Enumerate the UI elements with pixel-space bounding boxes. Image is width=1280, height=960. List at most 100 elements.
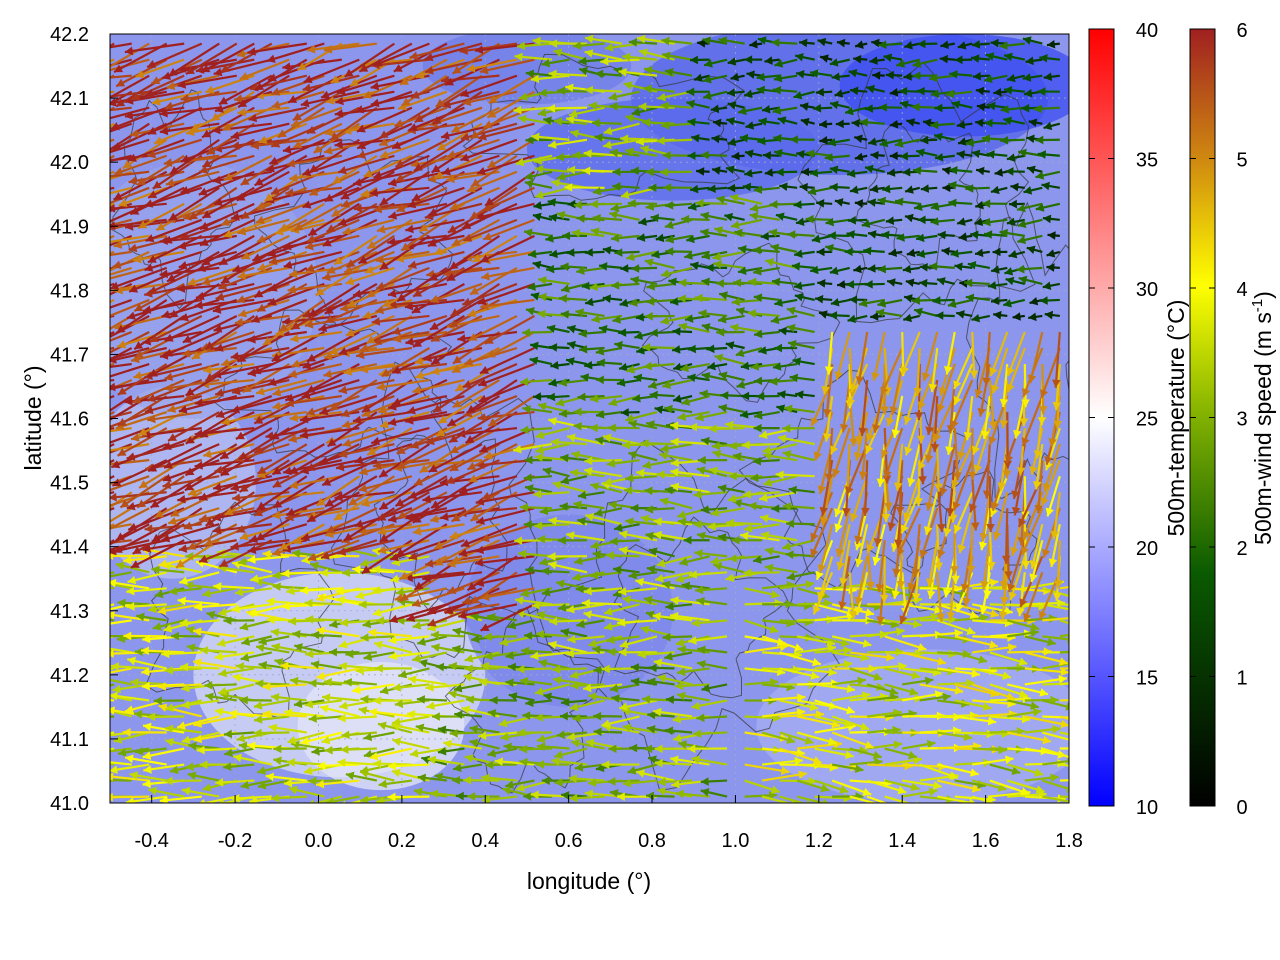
wind-arrow bbox=[786, 519, 815, 529]
wind-arrow bbox=[675, 789, 710, 799]
wind-arrow bbox=[622, 595, 658, 606]
wind-arrow bbox=[831, 715, 870, 731]
wind-arrow bbox=[257, 779, 290, 790]
wind-arrow bbox=[753, 555, 780, 564]
wind-arrow bbox=[1059, 699, 1069, 702]
wind-arrow bbox=[475, 539, 535, 555]
wind-arrow bbox=[199, 795, 237, 803]
wind-arrow bbox=[514, 536, 552, 545]
wind-arrow bbox=[1007, 731, 1052, 745]
wind-arrow bbox=[989, 763, 1021, 775]
wind-arrow bbox=[740, 531, 780, 542]
wind-arrow bbox=[619, 635, 658, 649]
wind-arrow bbox=[665, 695, 693, 704]
wind-arrow bbox=[481, 795, 518, 803]
wind-arrow bbox=[115, 561, 150, 574]
wind-arrow bbox=[569, 699, 605, 711]
wind-arrow bbox=[1042, 603, 1069, 611]
wind-arrow bbox=[854, 572, 869, 616]
wind-arrow bbox=[300, 731, 343, 746]
wind-arrow bbox=[1007, 707, 1042, 718]
wind-arrow bbox=[657, 674, 693, 686]
wind-arrow bbox=[321, 693, 360, 702]
wind-arrow bbox=[395, 523, 448, 558]
wind-arrow bbox=[427, 587, 483, 615]
wind-arrow bbox=[255, 679, 290, 688]
wind-arrow bbox=[676, 691, 710, 702]
wind-arrow bbox=[110, 763, 150, 774]
wind-arrow bbox=[1059, 667, 1069, 670]
wind-arrow bbox=[556, 730, 588, 740]
wind-arrow bbox=[110, 58, 115, 63]
wind-arrow bbox=[552, 665, 588, 674]
wind-arrow bbox=[110, 443, 115, 448]
wind-arrow bbox=[989, 779, 1030, 796]
wind-arrow bbox=[536, 760, 570, 769]
wind-arrow bbox=[559, 502, 588, 511]
wind-arrow bbox=[516, 664, 553, 674]
wind-arrow bbox=[233, 753, 273, 766]
wind-arrow bbox=[117, 747, 150, 757]
wind-arrow bbox=[761, 770, 807, 782]
x-tick-label: 1.4 bbox=[888, 830, 916, 852]
x-tick-label: 0.0 bbox=[305, 830, 333, 852]
wind-arrow bbox=[884, 755, 923, 766]
wind-arrow bbox=[549, 617, 588, 626]
wind-arrow bbox=[151, 565, 185, 575]
wind-arrow bbox=[854, 556, 869, 606]
wind-arrow bbox=[654, 571, 693, 583]
colorbar-tick-label: 1 bbox=[1236, 668, 1247, 690]
wind-arrow bbox=[236, 507, 290, 534]
wind-arrow bbox=[110, 571, 132, 578]
wind-arrow bbox=[478, 731, 518, 740]
wind-arrow bbox=[541, 587, 570, 597]
wind-arrow bbox=[453, 683, 483, 693]
wind-arrow bbox=[534, 683, 570, 696]
wind-arrow bbox=[1038, 571, 1061, 621]
wind-arrow bbox=[392, 737, 430, 750]
wind-arrow bbox=[143, 763, 185, 774]
wind-arrow bbox=[697, 645, 728, 655]
wind-arrow bbox=[391, 715, 430, 726]
wind-arrow bbox=[352, 565, 395, 574]
wind-arrow bbox=[1024, 667, 1069, 677]
wind-arrow bbox=[797, 598, 833, 608]
wind-arrow bbox=[287, 731, 325, 745]
wind-arrow bbox=[744, 642, 789, 654]
wind-arrow bbox=[373, 640, 413, 654]
wind-arrow bbox=[1024, 715, 1069, 729]
wind-arrow bbox=[240, 651, 273, 662]
wind-arrow bbox=[241, 635, 273, 646]
wind-arrow bbox=[240, 779, 272, 790]
wind-arrow bbox=[126, 586, 167, 596]
wind-arrow bbox=[317, 761, 360, 770]
wind-arrow bbox=[110, 792, 150, 802]
wind-arrow bbox=[411, 587, 465, 608]
temperature-patch bbox=[422, 34, 632, 105]
wind-arrow bbox=[110, 779, 115, 783]
wind-arrow bbox=[110, 635, 115, 639]
wind-arrow bbox=[700, 777, 728, 786]
wind-arrow bbox=[253, 715, 290, 724]
wind-arrow bbox=[265, 772, 307, 782]
wind-arrow bbox=[389, 603, 448, 624]
wind-arrow bbox=[452, 627, 483, 638]
wind-arrow bbox=[481, 773, 518, 783]
wind-arrow bbox=[618, 546, 658, 558]
wind-arrow bbox=[643, 595, 675, 606]
wind-arrow bbox=[110, 539, 132, 544]
wind-arrow bbox=[161, 649, 202, 659]
wind-arrow bbox=[325, 795, 360, 803]
wind-arrow bbox=[1053, 540, 1063, 589]
wind-arrow bbox=[126, 656, 167, 670]
wind-arrow bbox=[272, 582, 307, 592]
wind-arrow bbox=[966, 524, 976, 574]
wind-arrow bbox=[902, 739, 936, 750]
wind-arrow bbox=[110, 378, 115, 382]
wind-arrow bbox=[683, 535, 710, 545]
wind-arrow bbox=[936, 763, 979, 777]
y-tick-label: 41.3 bbox=[50, 601, 89, 623]
wind-arrow bbox=[417, 635, 448, 646]
wind-arrow bbox=[902, 690, 944, 702]
wind-arrow bbox=[110, 106, 115, 112]
